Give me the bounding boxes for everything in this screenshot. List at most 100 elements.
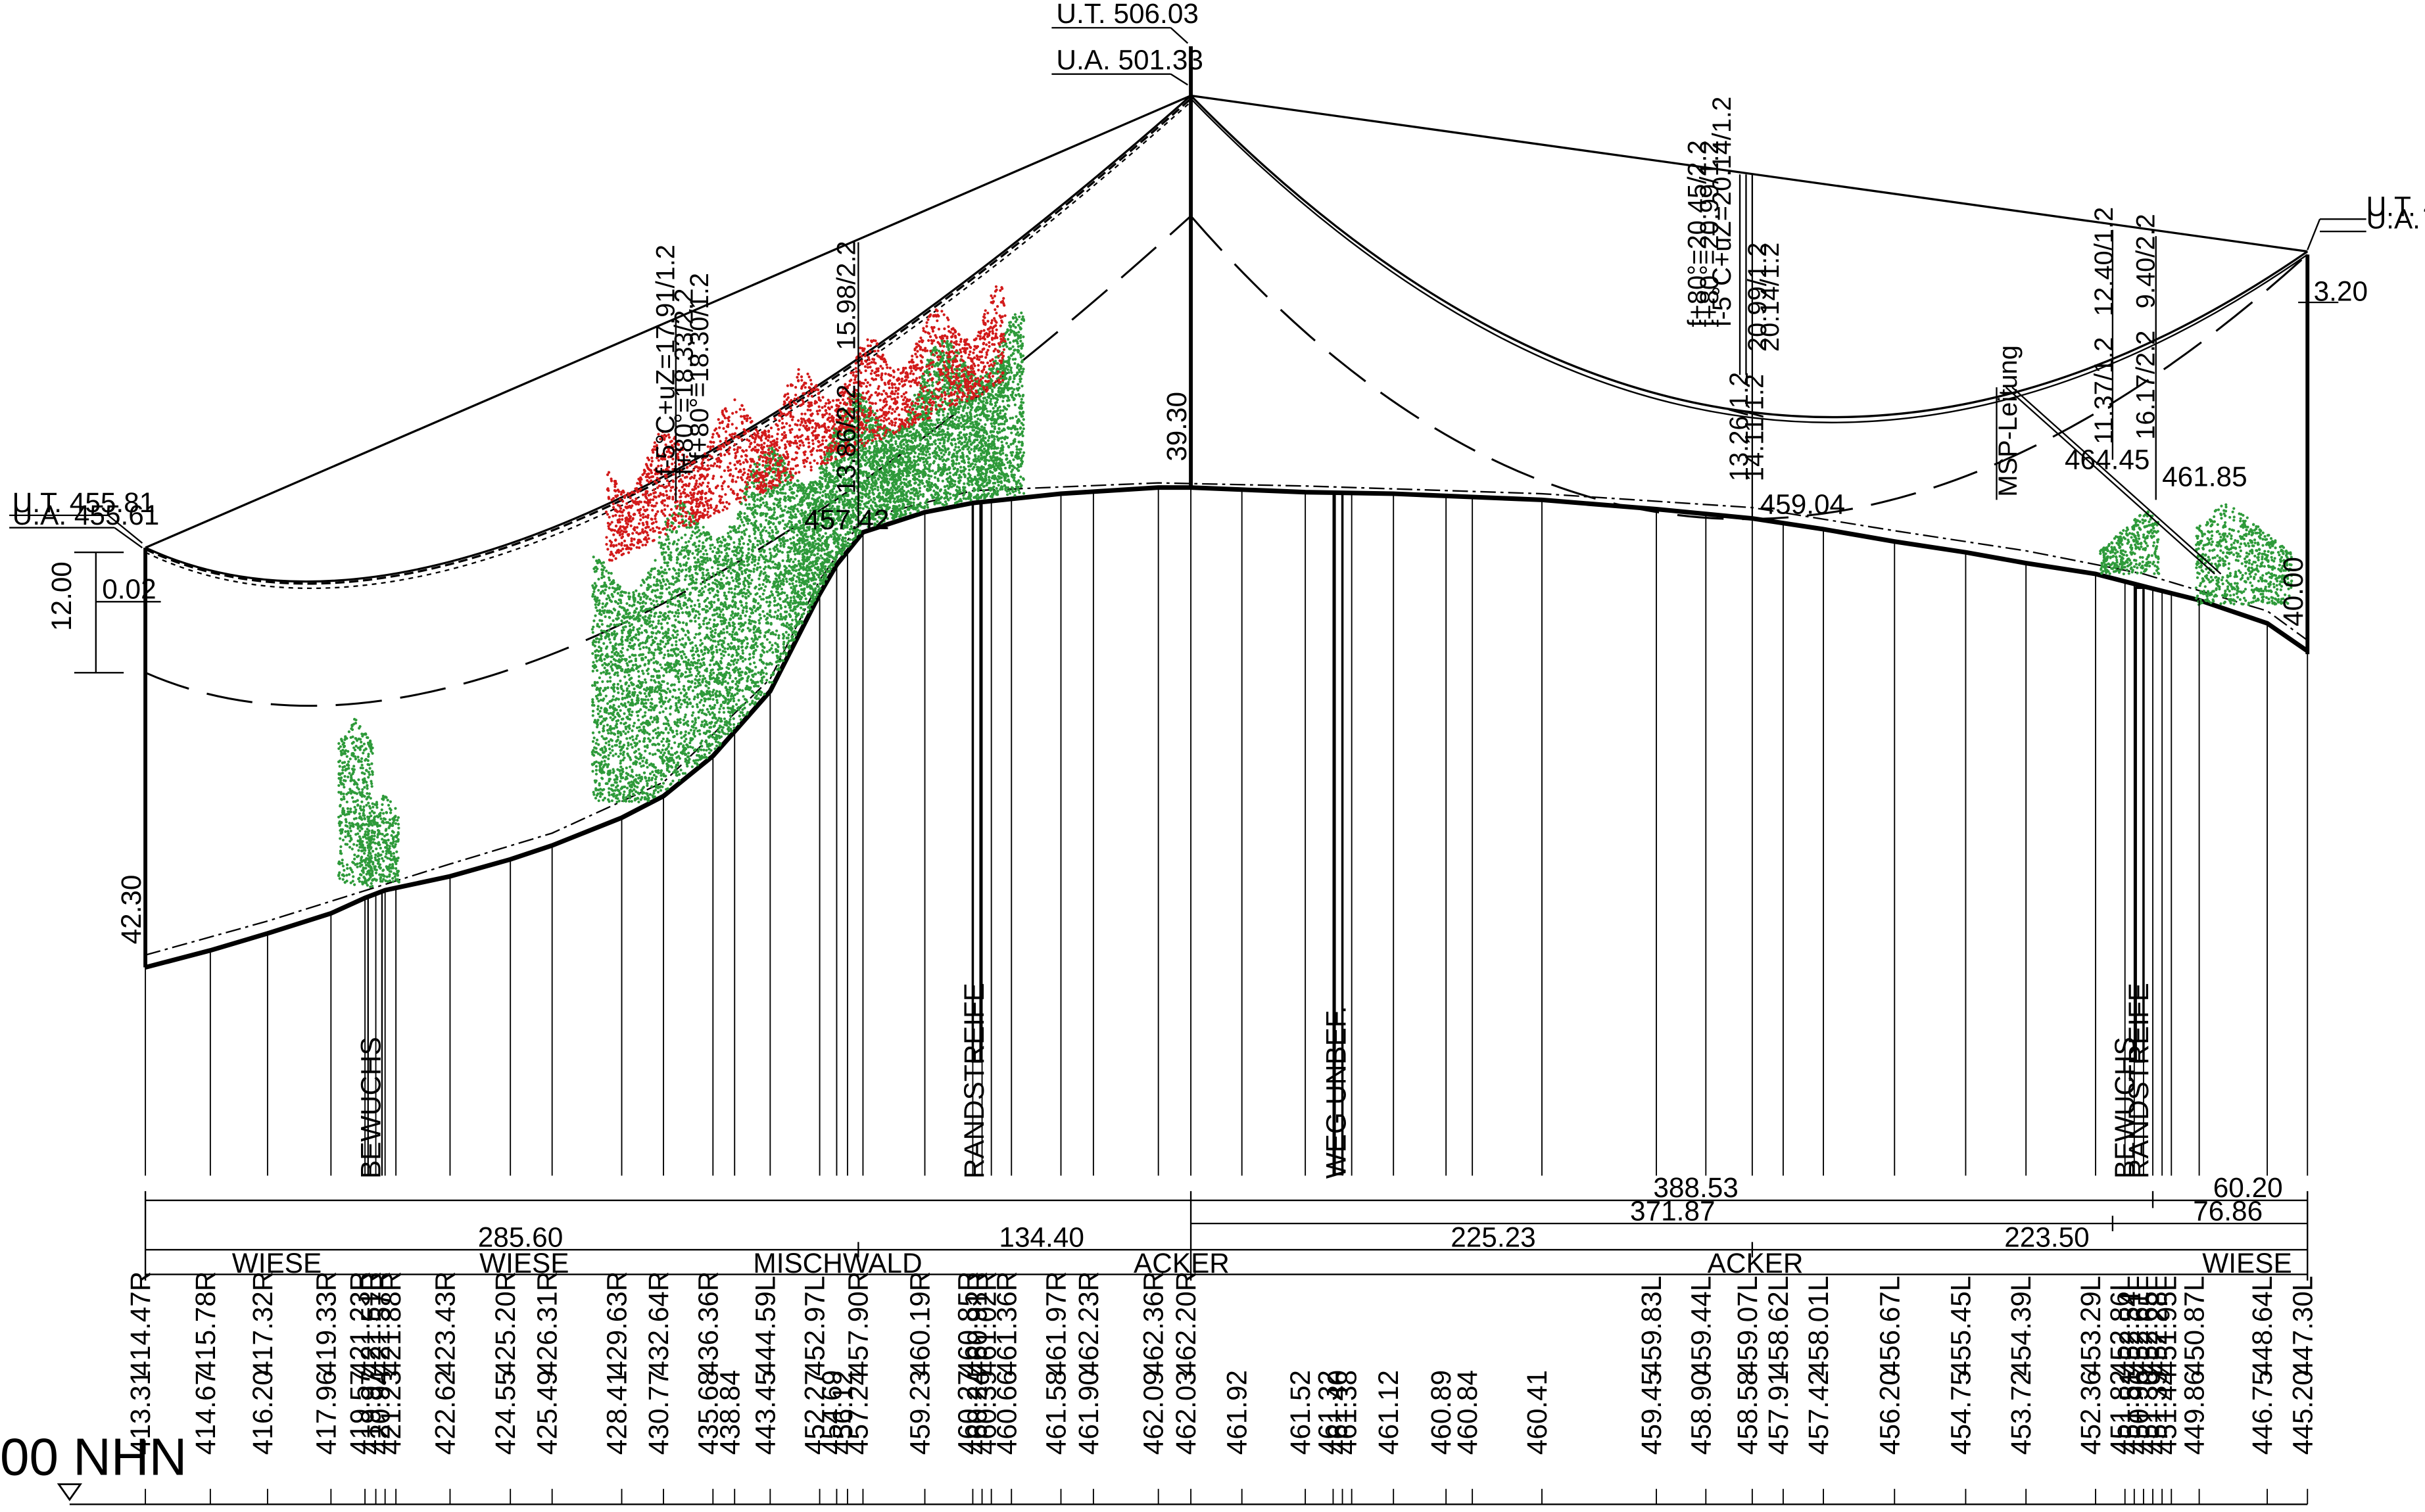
dim-row1-1: 60.20 — [2213, 1172, 2283, 1203]
span2-clr-0: f+80°=20.45/2.2 — [1683, 140, 1712, 327]
span3-clr-0: 12.40/1.2 — [2090, 207, 2119, 316]
dim-row3-2: 225.23 — [1451, 1221, 1535, 1252]
station-elevation-label: 425.49 — [532, 1370, 563, 1455]
station-top-label: 454.39L — [2005, 1276, 2036, 1377]
dimension-lines — [69, 1191, 2309, 1505]
station-elevation-label: 462.03 — [1170, 1370, 1201, 1455]
randstreife2-marker — [2134, 586, 2145, 1063]
span2-elev: 459.04 — [1760, 489, 1845, 520]
station-elevation-label: 462.09 — [1138, 1370, 1169, 1455]
station-top-label: 423.43R — [429, 1271, 460, 1377]
station-elevation-label: 458.58 — [1732, 1370, 1763, 1455]
span2-clr-2: f-5°C+uZ=20.14/1.2 — [1708, 97, 1737, 327]
span3-clr-2: 11.37/1.2 — [2090, 337, 2119, 444]
station-top-label: 460.91R — [962, 1271, 993, 1377]
station-elevation-label: 449.86 — [2179, 1370, 2210, 1455]
station-elevation-label: 445.20 — [2287, 1370, 2318, 1455]
station-top-label: 419.33R — [310, 1271, 341, 1377]
span3-clr-1: 9.40/2.2 — [2131, 214, 2160, 308]
station-elevation-label: 461.90 — [1073, 1370, 1104, 1455]
sag-span1-c — [145, 101, 1191, 589]
station-top-label: 452.28L — [2142, 1276, 2173, 1377]
station-elevation-label: 461.58 — [1041, 1370, 1072, 1455]
weg-marker — [1333, 490, 1344, 1175]
sag-span2-b — [1190, 98, 2308, 423]
station-top-label: 459.44L — [1685, 1276, 1716, 1377]
right-offset-label: 3.20 — [2314, 276, 2368, 307]
station-elevation-label: 453.72 — [2005, 1370, 2036, 1455]
station-top-label: 450.87L — [2179, 1276, 2210, 1377]
tree-cluster-4 — [2194, 503, 2293, 607]
station-elevation-label: 416.20 — [247, 1370, 278, 1455]
station-elevation-label: 461.38 — [1332, 1370, 1362, 1455]
object-markers — [367, 490, 2145, 1176]
station-elevation-label: 446.75 — [2247, 1370, 2278, 1455]
station-elevation-label: 457.91 — [1763, 1370, 1794, 1455]
station-elevation-label: 460.84 — [1452, 1370, 1483, 1455]
station-elevation-label: 451.30 — [2132, 1370, 2163, 1455]
middle-ua-label: U.A. 501.33 — [1056, 45, 1203, 76]
middle-ut-label: U.T. 506.03 — [1056, 0, 1198, 29]
station-elevation-label: 457.24 — [842, 1370, 873, 1455]
station-elevation-label: 460.66 — [991, 1370, 1022, 1455]
dim-row3-1: 134.40 — [999, 1221, 1084, 1252]
station-top-label: 455.45L — [1945, 1276, 1976, 1377]
station-elevation-label: 450.96 — [2123, 1370, 2154, 1455]
station-top-label: 452.97L — [800, 1276, 830, 1377]
sag-span1-b — [145, 97, 1192, 585]
station-top-label: 421.23R — [345, 1271, 375, 1377]
landuse-3: ACKER — [1134, 1248, 1230, 1279]
span1-b-1: 13.86/2.2 — [832, 385, 861, 494]
station-elevation-label: 428.41 — [602, 1370, 633, 1455]
vegetation — [337, 285, 2293, 889]
station-elevation-label: 457.42 — [1803, 1370, 1834, 1455]
randstreife1-marker — [971, 502, 982, 1063]
dim-row2-0: 371.87 — [1630, 1195, 1715, 1226]
station-top-label: 453.29L — [2075, 1276, 2106, 1377]
terrain-line — [145, 485, 2309, 970]
station-elevation-label: 451.44 — [2151, 1370, 2182, 1455]
sag-span1-a — [145, 95, 1192, 583]
span2-b-0: 20.99/1.2 — [1743, 243, 1772, 352]
station-elevation-label: 435.68 — [692, 1370, 723, 1455]
station-top-label: 432.64R — [643, 1271, 674, 1377]
station-elevation-label: 421.23 — [375, 1370, 406, 1455]
station-elevation-label: 456.20 — [1874, 1370, 1905, 1455]
landuse-0: WIESE — [232, 1248, 322, 1279]
left-height-label: 12.00 — [46, 561, 77, 631]
station-elevation-label: 460.89 — [1426, 1370, 1456, 1455]
station-top-label: 447.30L — [2287, 1276, 2318, 1377]
weg-label: WEG UNBEF. — [1320, 1006, 1351, 1179]
station-elevation-label: 419.97 — [356, 1370, 387, 1455]
station-elevation-label: 420.94 — [365, 1370, 396, 1455]
station-top-label: 436.36R — [692, 1271, 723, 1377]
station-elevation-label: 414.67 — [190, 1370, 221, 1455]
station-elevation-label: 454.75 — [1945, 1370, 1976, 1455]
station-elevation-label: 461.12 — [1373, 1370, 1404, 1455]
span1-clr-0: f-5°C+uZ=17.91/1.2 — [651, 245, 680, 475]
station-top-label: 452.65L — [2132, 1276, 2163, 1377]
landuse-5: WIESE — [2202, 1248, 2292, 1279]
station-top-label: 456.67L — [1874, 1276, 1905, 1377]
station-top-label: 452.61L — [2123, 1276, 2154, 1377]
tower-annotations — [9, 27, 2366, 674]
nhn-label: 00 NHN — [0, 1428, 187, 1486]
station-top-label: 460.19R — [905, 1271, 936, 1377]
span1-clr-2: f+80°=18.30/1.2 — [685, 273, 714, 460]
msp-elev-1: 464.45 — [2065, 444, 2149, 475]
chord-span2 — [1190, 94, 2308, 253]
landuse-2: MISCHWALD — [753, 1248, 922, 1279]
station-elevation-label: 438.84 — [714, 1370, 745, 1455]
station-top-label: 425.20R — [490, 1271, 521, 1377]
chord-span1 — [145, 95, 1191, 549]
left-ua-label: U.A. 455.61 — [12, 500, 160, 531]
msp-label: MSP-Leitung — [1994, 345, 2023, 497]
right-ua-label: U.A. 485. — [2366, 203, 2425, 234]
sag-span2-a — [1189, 95, 2309, 419]
span3-clr-3: 16.17/2.2 — [2131, 330, 2160, 439]
station-top-label: 421.57R — [365, 1271, 396, 1377]
station-top-label: 461.36R — [991, 1271, 1022, 1377]
station-top-label: 462.23R — [1073, 1271, 1104, 1377]
